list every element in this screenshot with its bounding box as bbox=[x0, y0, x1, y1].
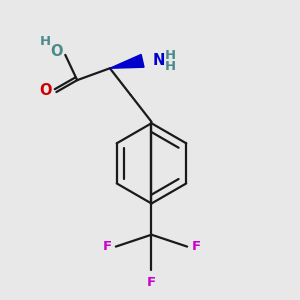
Text: O: O bbox=[50, 44, 62, 59]
Text: F: F bbox=[147, 276, 156, 289]
Text: H: H bbox=[165, 60, 176, 73]
Text: O: O bbox=[40, 83, 52, 98]
Text: F: F bbox=[103, 240, 112, 253]
Text: H: H bbox=[40, 35, 51, 48]
Text: F: F bbox=[191, 240, 200, 253]
Text: H: H bbox=[165, 49, 176, 62]
Text: N: N bbox=[153, 53, 165, 68]
Polygon shape bbox=[110, 55, 144, 68]
